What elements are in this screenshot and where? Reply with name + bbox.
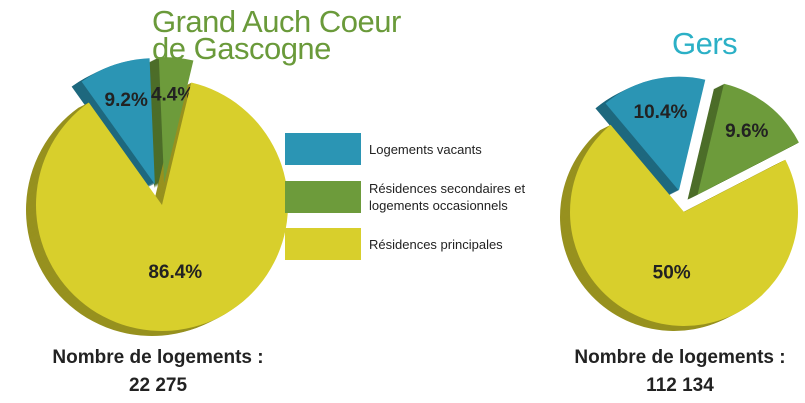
value-label: 50% (653, 262, 691, 283)
footer-label: Nombre de logements : (52, 347, 264, 368)
chart-title: Grand Auch Coeur de Gascogne (152, 4, 401, 66)
legend-swatch (285, 228, 361, 260)
footer: Nombre de logements : 22 275 (28, 344, 288, 400)
legend-swatch (285, 181, 361, 213)
slice (158, 57, 194, 184)
value-label: 86.4% (148, 262, 202, 283)
legend-label: Résidences secondaires et logements occa… (369, 181, 526, 213)
legend-swatch (285, 133, 361, 165)
footer-label: Nombre de logements : (574, 347, 786, 368)
legend-item: Résidences secondaires et logements occa… (285, 180, 559, 214)
legend-item: Logements vacants (285, 133, 559, 165)
slice (697, 83, 799, 195)
total: 112 134 (646, 375, 714, 396)
slice (605, 76, 706, 191)
value-label: 9.6% (725, 121, 768, 142)
chart-title: Gers (672, 26, 738, 61)
value-label: 4.4% (151, 84, 194, 105)
legend-label: Logements vacants (369, 141, 482, 157)
legend-label: Résidences principales (369, 236, 503, 252)
footer: Nombre de logements : 112 134 (550, 344, 805, 400)
slice (570, 124, 798, 327)
value-label: 9.2% (105, 90, 148, 111)
value-label: 10.4% (634, 102, 688, 123)
slice (36, 82, 289, 331)
slice (81, 58, 155, 185)
legend-item: Résidences principales (285, 228, 559, 260)
total: 22 275 (128, 375, 188, 396)
